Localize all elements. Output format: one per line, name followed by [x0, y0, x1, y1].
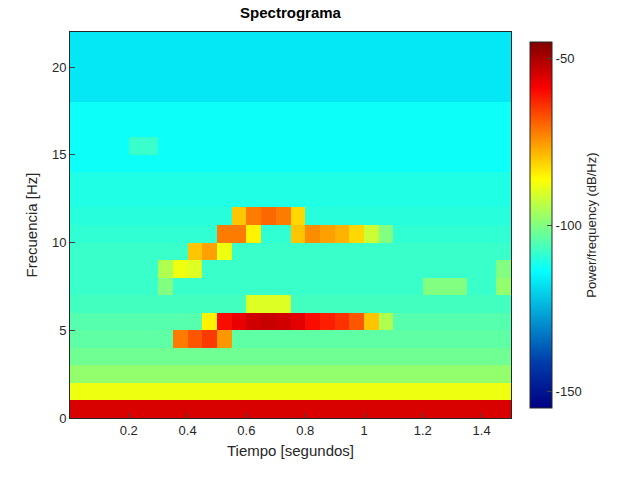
svg-text:Frecuencia [Hz]: Frecuencia [Hz]: [23, 172, 40, 277]
svg-text:0.8: 0.8: [296, 423, 314, 438]
svg-text:20: 20: [52, 60, 66, 75]
svg-text:15: 15: [52, 147, 66, 162]
svg-text:5: 5: [59, 323, 66, 338]
svg-text:1: 1: [360, 423, 367, 438]
svg-text:0.6: 0.6: [237, 423, 255, 438]
svg-text:Tiempo [segundos]: Tiempo [segundos]: [227, 442, 354, 459]
svg-text:10: 10: [52, 235, 66, 250]
svg-text:0.2: 0.2: [120, 423, 138, 438]
svg-text:Spectrograma: Spectrograma: [240, 4, 342, 21]
svg-text:0.4: 0.4: [179, 423, 197, 438]
svg-text:1.2: 1.2: [414, 423, 432, 438]
svg-text:Power/frequency (dB/Hz): Power/frequency (dB/Hz): [584, 152, 599, 297]
svg-text:0: 0: [59, 411, 66, 426]
svg-text:1.4: 1.4: [473, 423, 491, 438]
svg-text:-50: -50: [556, 51, 575, 66]
svg-text:-150: -150: [556, 384, 582, 399]
svg-text:-100: -100: [556, 218, 582, 233]
